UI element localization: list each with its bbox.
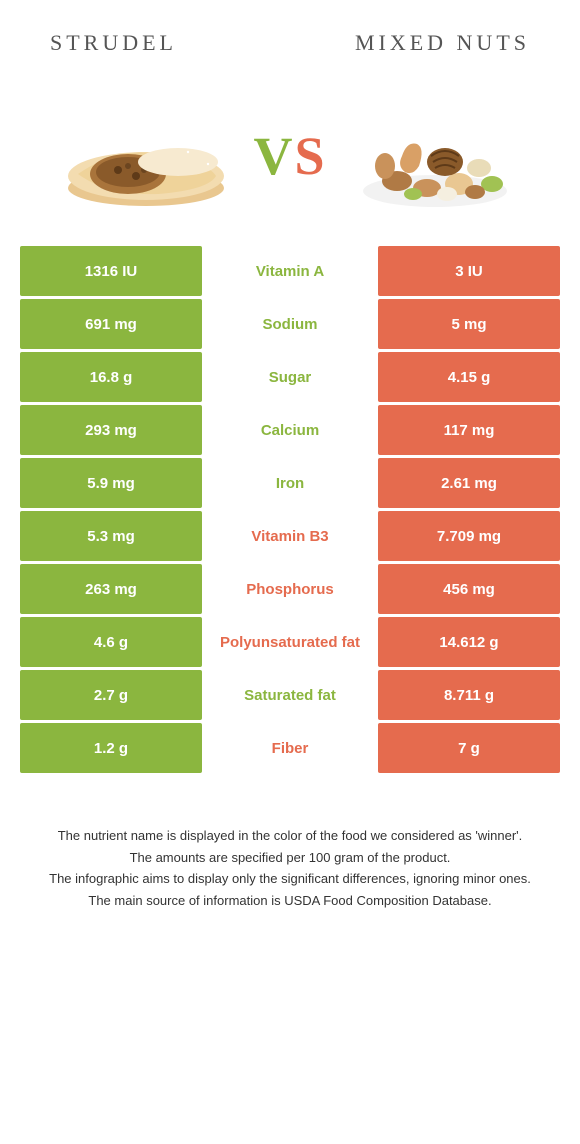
nutrient-label: Fiber xyxy=(202,723,378,773)
right-value-cell: 7.709 mg xyxy=(378,511,560,561)
footer-line-3: The infographic aims to display only the… xyxy=(30,869,550,889)
right-value-cell: 3 IU xyxy=(378,246,560,296)
left-value-cell: 1.2 g xyxy=(20,723,202,773)
footer-line-4: The main source of information is USDA F… xyxy=(30,891,550,911)
nutrient-label: Calcium xyxy=(202,405,378,455)
comparison-table: 1316 IUVitamin A3 IU691 mgSodium5 mg16.8… xyxy=(20,246,560,776)
left-value-cell: 1316 IU xyxy=(20,246,202,296)
titles-row: STRUDEL MIXED NUTS xyxy=(0,0,580,66)
hero-row: VS xyxy=(0,66,580,236)
left-value-cell: 5.9 mg xyxy=(20,458,202,508)
left-value-cell: 263 mg xyxy=(20,564,202,614)
table-row: 1316 IUVitamin A3 IU xyxy=(20,246,560,296)
nutrient-label: Iron xyxy=(202,458,378,508)
right-value-cell: 2.61 mg xyxy=(378,458,560,508)
footer-notes: The nutrient name is displayed in the co… xyxy=(30,826,550,912)
table-row: 2.7 gSaturated fat8.711 g xyxy=(20,670,560,720)
right-value-cell: 4.15 g xyxy=(378,352,560,402)
left-value-cell: 5.3 mg xyxy=(20,511,202,561)
right-value-cell: 117 mg xyxy=(378,405,560,455)
right-value-cell: 14.612 g xyxy=(378,617,560,667)
right-value-cell: 456 mg xyxy=(378,564,560,614)
left-value-cell: 16.8 g xyxy=(20,352,202,402)
right-title: MIXED NUTS xyxy=(355,30,530,56)
footer-line-1: The nutrient name is displayed in the co… xyxy=(30,826,550,846)
nutrient-label: Vitamin A xyxy=(202,246,378,296)
vs-label: VS xyxy=(253,125,326,187)
table-row: 1.2 gFiber7 g xyxy=(20,723,560,773)
nutrient-label: Sugar xyxy=(202,352,378,402)
vs-v: V xyxy=(253,126,294,186)
left-value-cell: 4.6 g xyxy=(20,617,202,667)
right-value-cell: 7 g xyxy=(378,723,560,773)
left-value-cell: 293 mg xyxy=(20,405,202,455)
right-value-cell: 8.711 g xyxy=(378,670,560,720)
left-title: STRUDEL xyxy=(50,30,177,56)
nutrient-label: Sodium xyxy=(202,299,378,349)
footer-line-2: The amounts are specified per 100 gram o… xyxy=(30,848,550,868)
nutrient-label: Phosphorus xyxy=(202,564,378,614)
right-value-cell: 5 mg xyxy=(378,299,560,349)
table-row: 5.9 mgIron2.61 mg xyxy=(20,458,560,508)
left-value-cell: 691 mg xyxy=(20,299,202,349)
table-row: 263 mgPhosphorus456 mg xyxy=(20,564,560,614)
table-row: 4.6 gPolyunsaturated fat14.612 g xyxy=(20,617,560,667)
nutrient-label: Vitamin B3 xyxy=(202,511,378,561)
strudel-image xyxy=(58,96,233,216)
table-row: 691 mgSodium5 mg xyxy=(20,299,560,349)
nutrient-label: Polyunsaturated fat xyxy=(202,617,378,667)
table-row: 16.8 gSugar4.15 g xyxy=(20,352,560,402)
table-row: 5.3 mgVitamin B37.709 mg xyxy=(20,511,560,561)
left-value-cell: 2.7 g xyxy=(20,670,202,720)
table-row: 293 mgCalcium117 mg xyxy=(20,405,560,455)
nutrient-label: Saturated fat xyxy=(202,670,378,720)
vs-s: S xyxy=(294,126,326,186)
mixed-nuts-image xyxy=(347,96,522,216)
